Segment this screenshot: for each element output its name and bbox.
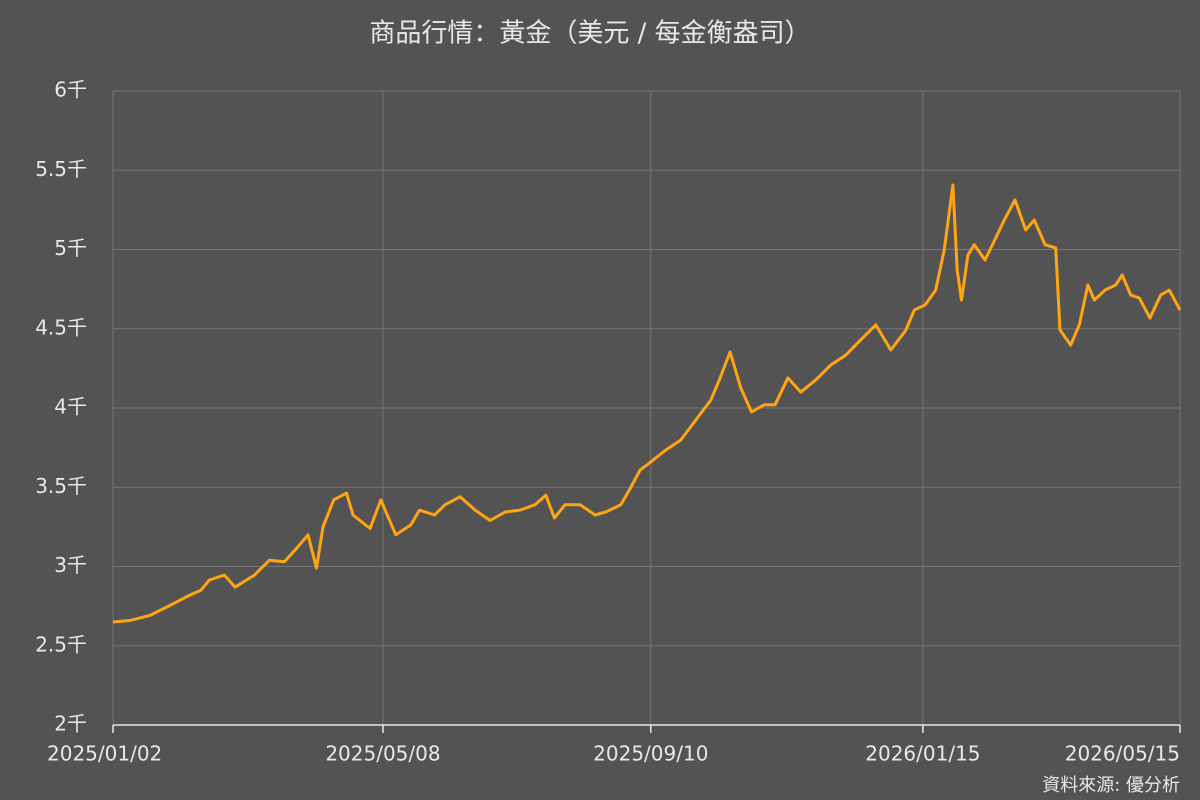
y-tick-label: 2.5千 <box>35 632 87 656</box>
y-tick-label: 5.5千 <box>35 157 87 181</box>
x-tick-label: 2026/05/15 <box>1065 742 1180 766</box>
y-tick-label: 2千 <box>54 712 87 736</box>
y-tick-label: 5千 <box>54 236 87 260</box>
x-tick-label: 2025/05/08 <box>325 742 440 766</box>
x-tick-label: 2025/09/10 <box>593 742 708 766</box>
y-tick-label: 3千 <box>54 553 87 577</box>
y-tick-label: 6千 <box>54 78 87 102</box>
y-tick-label: 4千 <box>54 395 87 419</box>
x-tick-label: 2026/01/15 <box>865 742 980 766</box>
y-tick-label: 4.5千 <box>35 315 87 339</box>
price-line <box>112 183 1182 624</box>
y-tick-label: 3.5千 <box>35 474 87 498</box>
chart-title: 商品行情：黃金（美元 / 每金衡盎司） <box>369 19 810 49</box>
x-tick-label: 2025/01/02 <box>47 742 162 766</box>
source: 資料來源: 優分析 <box>1042 775 1180 796</box>
